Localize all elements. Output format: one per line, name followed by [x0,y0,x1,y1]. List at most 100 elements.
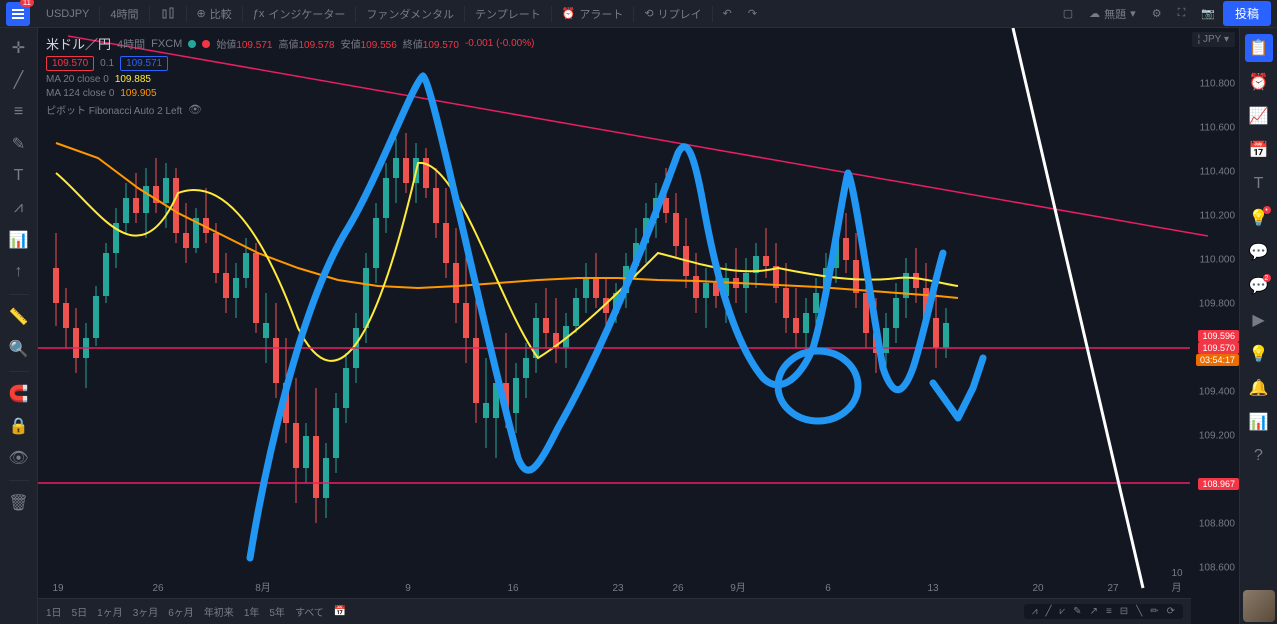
calendar-tab[interactable]: 📅 [1245,136,1273,164]
cursor-tool[interactable]: ✛ [5,34,33,62]
time-tick: 8月 [255,579,271,594]
range-5d[interactable]: 5日 [72,604,88,619]
right-panel-toolbar: 📋 ⏰ 📈 📅 T 💡• 💬 💬2 ▶ 💡 🔔 📊 ? [1239,28,1277,624]
hotlist-tab[interactable]: 📈 [1245,102,1273,130]
timeframe-selector[interactable]: 4時間 [102,0,146,27]
range-3m[interactable]: 3ヶ月 [133,604,159,619]
ideas-tab[interactable]: 💡• [1245,204,1273,232]
ohlc-change: -0.001 (-0.00%) [465,38,534,49]
range-ytd[interactable]: 年初来 [204,604,234,619]
symbol-selector[interactable]: USDJPY [38,0,97,27]
bt-3[interactable]: ⩗ [1060,606,1066,617]
alert-button[interactable]: ⏰ アラート [554,0,632,27]
fullscreen-button[interactable]: ⛶ [1170,0,1194,27]
bt-2[interactable]: ╱ [1046,606,1052,617]
range-1y[interactable]: 1年 [244,604,260,619]
range-5y[interactable]: 5年 [269,604,285,619]
range-1m[interactable]: 1ヶ月 [97,604,123,619]
long-position-tool[interactable]: ↑ [5,258,33,286]
settings-button[interactable]: ⚙ [1144,0,1170,27]
range-all[interactable]: すべて [295,604,324,619]
range-6m[interactable]: 6ヶ月 [168,604,194,619]
time-tick: 20 [1032,583,1043,594]
undo-button[interactable]: ↶ [715,0,740,27]
fib-tool[interactable]: ≡ [5,98,33,126]
time-tick: 19 [52,583,63,594]
price-tick: 110.600 [1200,123,1235,134]
price-tag: 109.596 [1198,330,1239,342]
replay-button[interactable]: ⟲ リプレイ [636,0,709,27]
currency-selector[interactable]: ¦ JPY ▾ [1192,32,1235,47]
chart-style-button[interactable] [152,0,184,27]
compare-button[interactable]: ⊕ 比較 [189,0,240,27]
price-tick: 108.800 [1199,519,1235,530]
camera-button[interactable]: 📷 [1193,0,1223,27]
help-tab[interactable]: ? [1245,442,1273,470]
bt-7[interactable]: ⊟ [1120,606,1128,617]
zoom-tool[interactable]: 🔍 [5,335,33,363]
alerts-tab[interactable]: ⏰ [1245,68,1273,96]
menu-button[interactable]: 11 [6,2,30,26]
brush-tool[interactable]: ✎ [5,130,33,158]
bt-10[interactable]: ⟳ [1167,606,1175,617]
template-label: テンプレート [475,6,541,22]
bt-4[interactable]: ✎ [1073,606,1081,617]
time-tick: 6 [825,583,831,594]
status-dot-red [202,40,210,48]
chat-tab[interactable]: 💬 [1245,238,1273,266]
goto-date[interactable]: 📅 [334,606,346,617]
symbol-title: 米ドル／円 [46,34,111,53]
ideas2-tab[interactable]: 💡 [1245,340,1273,368]
currency-label: JPY [1203,34,1221,45]
ma124-label: MA 124 close 0 [46,88,114,99]
price-tick: 109.200 [1199,431,1235,442]
time-tick: 27 [1107,583,1118,594]
ohlc-open: 始値109.571 [216,36,272,51]
remove-tool[interactable]: 🗑 [5,489,33,517]
bt-9[interactable]: ✏ [1150,606,1158,617]
stream-tab[interactable]: ▶ [1245,306,1273,334]
redo-button[interactable]: ↷ [740,0,765,27]
time-axis[interactable]: 19268月91623269月613202710月 1日 5日 1ヶ月 3ヶ月 … [38,578,1191,624]
text-tool[interactable]: T [5,162,33,190]
bt-1[interactable]: ⩘ [1032,606,1038,617]
news-tab[interactable]: T [1245,170,1273,198]
publish-button[interactable]: 投稿 [1223,1,1271,26]
top-toolbar: 11 USDJPY 4時間 ⊕ 比較 ƒx インジケーター ファンダメンタル テ… [0,0,1277,28]
watchlist-tab[interactable]: 📋 [1245,34,1273,62]
indicators-button[interactable]: ƒx インジケーター [245,0,354,27]
dom-tab[interactable]: 📊 [1245,408,1273,436]
bt-8[interactable]: ╲ [1136,606,1142,617]
ruler-tool[interactable]: 📏 [5,303,33,331]
user-avatar[interactable] [1243,590,1275,622]
hide-tool[interactable]: 👁 [5,444,33,472]
chart-area[interactable]: ¦ JPY ▾ 米ドル／円 4時間 FXCM 始値109.571 高値109.5… [38,28,1239,624]
price-tick: 108.600 [1199,563,1235,574]
price-tick: 110.800 [1200,79,1235,90]
pattern-tool[interactable]: ⩘ [5,194,33,222]
price-tag: 109.570 [1198,342,1239,354]
bt-5[interactable]: ↗ [1090,606,1098,617]
indicators-label: インジケーター [268,6,345,22]
ma124-value: 109.905 [120,88,156,99]
visibility-icon[interactable]: 👁 [188,103,202,116]
lock-tool[interactable]: 🔒 [5,412,33,440]
private-chat-tab[interactable]: 💬2 [1245,272,1273,300]
magnet-tool[interactable]: 🧲 [5,380,33,408]
notifications-tab[interactable]: 🔔 [1245,374,1273,402]
alert-label: アラート [579,6,623,22]
price-tick: 110.400 [1200,167,1235,178]
template-button[interactable]: テンプレート [467,0,549,27]
price-axis[interactable]: 110.800110.600110.400110.200110.000109.8… [1191,28,1239,596]
forecast-tool[interactable]: 📊 [5,226,33,254]
fundamental-button[interactable]: ファンダメンタル [358,0,462,27]
fundamental-label: ファンダメンタル [366,6,454,22]
bt-6[interactable]: ≡ [1106,606,1112,617]
layout-button[interactable]: ▢ [1055,0,1081,27]
layout-name[interactable]: ☁ 無題 ▾ [1081,0,1144,27]
provider-label: FXCM [151,38,182,50]
ohlc-low: 安値109.556 [341,36,397,51]
price-current: 109.570 [46,56,94,71]
range-1d[interactable]: 1日 [46,604,62,619]
trend-line-tool[interactable]: ╱ [5,66,33,94]
